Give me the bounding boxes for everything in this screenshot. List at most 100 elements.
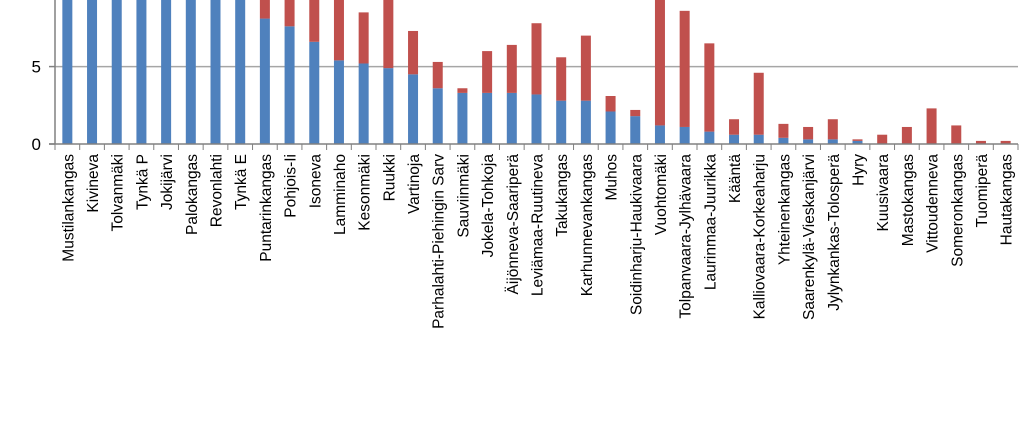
category-label: Parhalahti-Piehingin Sarv [431,154,448,329]
bar-segment [333,60,344,144]
category-label: Sauviinmäki [455,154,472,238]
bar-segment [408,74,419,144]
bars [62,0,1011,145]
bar-segment [531,23,542,95]
bar-segment [333,0,344,61]
category-label: Kesonmäki [357,154,374,231]
category-label: Laurinmaa-Juurikka [702,154,719,290]
bar-segment [827,119,838,140]
category-label: Leviämaa-Ruutineva [530,154,547,297]
bar-segment [605,96,616,112]
category-label: Mustilankangas [60,154,77,262]
category-label: Vittoudenneva [925,154,942,253]
bar-segment [457,88,468,93]
bar-segment [62,0,73,144]
category-label: Revonlahti [209,154,226,227]
bar-segment [778,137,789,144]
bar-segment [654,125,665,144]
category-label: Kivineva [85,154,102,213]
bar-segment [408,30,419,75]
category-label: Karhunnevankangas [579,154,596,296]
category-label: Kuusivaara [875,154,892,232]
category-label: Pohjois-Ii [283,154,300,218]
bar-segment [679,126,690,144]
bar-segment [259,18,270,145]
category-label: Kalliovaara-Korkeaharju [752,154,769,319]
bar-segment [506,44,517,93]
y-tick-labels: 05 [32,58,41,154]
bar-segment [235,0,246,144]
category-label: Palokangas [184,154,201,235]
category-label: Tynkä P [134,154,151,210]
category-label: Tynkä E [233,154,250,210]
bar-segment [284,26,295,145]
bar-segment [383,68,394,144]
category-label: Mastokangas [900,154,917,246]
category-label: Muhos [604,154,621,201]
bar-segment [975,140,986,144]
category-label: Tolvanmäki [110,154,127,232]
bar-segment [901,126,912,144]
bar-segment [877,134,888,144]
category-label: Tolpanvaara-Jylhävaara [678,154,695,319]
bar-segment [803,139,814,144]
bar-segment [951,125,962,144]
bar-segment [210,0,221,144]
category-label: Jokijärvi [159,154,176,210]
bar-segment [753,134,764,144]
bar-segment [531,94,542,144]
bar-segment [654,0,665,126]
bar-segment [259,0,270,19]
bar-segment [580,100,591,144]
bar-segment [358,63,369,144]
axes [49,0,1019,150]
bar-segment [729,119,740,135]
category-label: Jylynkankas-Tolosperä [826,154,843,311]
category-label: Hyry [851,154,868,186]
bar-segment [309,0,320,42]
category-label: Vartinoja [406,154,423,214]
bar-segment [432,61,443,89]
bar-segment [1000,140,1011,144]
bar-segment [482,92,493,144]
category-label: Someronkangas [949,154,966,267]
bar-segment [803,126,814,140]
bar-segment [753,72,764,135]
bar-segment [432,88,443,144]
bar-segment [852,140,863,144]
bar-segment [358,12,369,64]
bar-segment [87,0,98,144]
y-tick-label: 5 [32,58,41,77]
bar-segment [827,139,838,144]
category-label: Puntarinkangas [258,154,275,262]
category-label: Kääntä [727,154,744,204]
bar-segment [630,116,641,144]
bar-segment [926,108,937,144]
bar-segment [556,100,567,144]
y-tick-label: 0 [32,135,41,154]
x-tick-labels: Mustilankangas Kivineva Tolvanmäki Tynkä P J… [60,154,1015,329]
category-label: Isoneva [307,154,324,209]
bar-segment [704,43,715,132]
bar-segment [284,0,295,27]
category-label: Vuohtomäki [653,154,670,235]
category-label: Takukangas [554,154,571,237]
bar-segment [852,139,863,141]
bar-segment [630,109,641,117]
category-label: Äijönneva-Saariperä [505,154,522,295]
category-label: Hautakangas [999,154,1016,246]
bar-segment [161,0,172,144]
bar-segment [679,10,690,127]
category-label: Soidinharju-Haukivaara [628,154,645,315]
bar-segment [506,92,517,144]
category-label: Lamminaho [332,154,349,235]
category-label: Ruukki [381,154,398,201]
bar-segment [383,0,394,69]
bar-segment [556,57,567,101]
bar-segment [136,0,147,144]
category-label: Saarenkylä-Vieskanjärvi [801,154,818,320]
bar-segment [309,41,320,144]
bar-segment [778,123,789,138]
bar-segment [482,51,493,93]
